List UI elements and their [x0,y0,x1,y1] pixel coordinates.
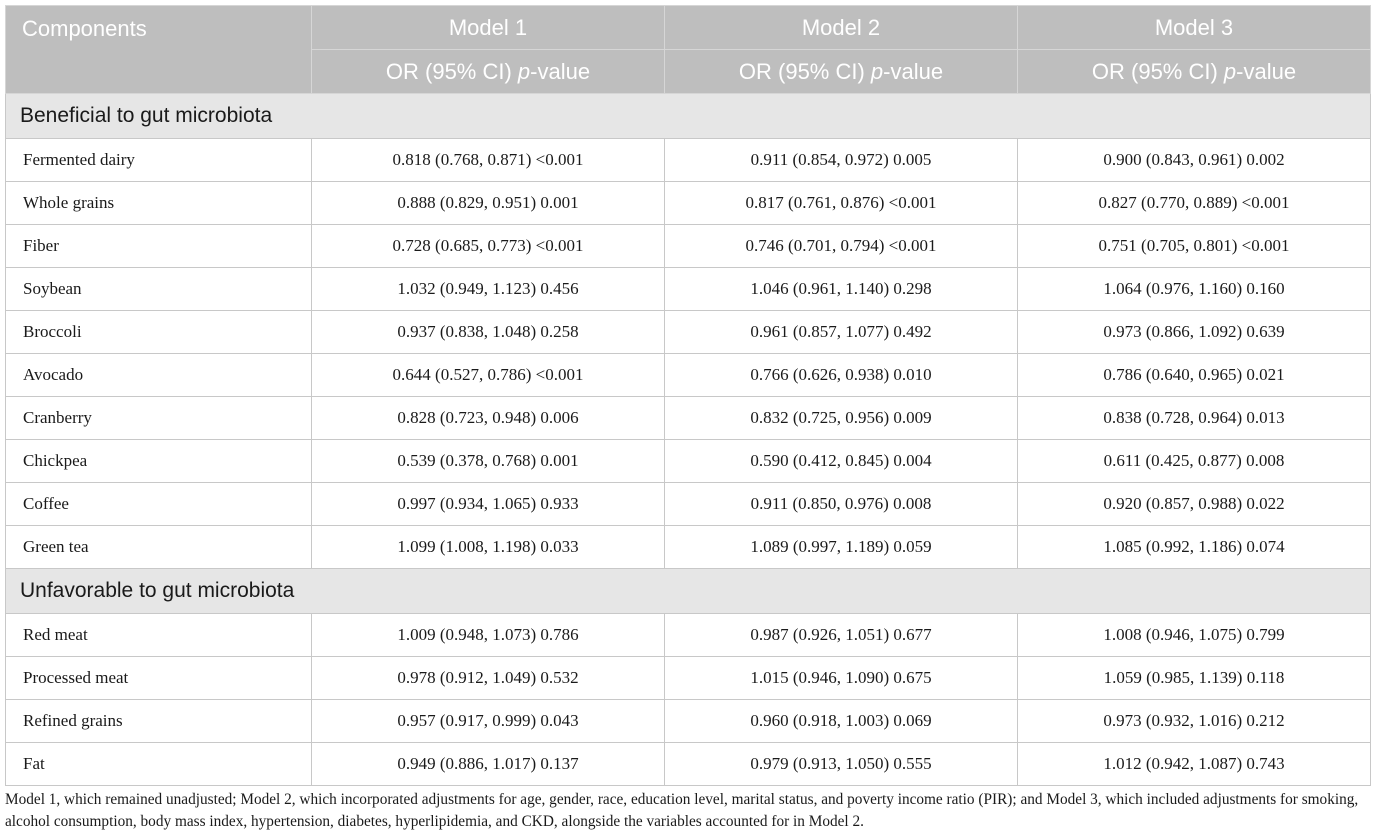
component-name: Cranberry [5,396,312,440]
component-name: Fiber [5,224,312,268]
model-3-value: 1.085 (0.992, 1.186) 0.074 [1017,525,1371,569]
model-2-value: 0.832 (0.725, 0.956) 0.009 [664,396,1018,440]
or-results-table: Components Model 1 Model 2 Model 3 OR (9… [5,5,1371,786]
stat-subheader: OR (95% CI) p-value [311,49,665,94]
model-2-value: 0.987 (0.926, 1.051) 0.677 [664,613,1018,657]
component-name: Processed meat [5,656,312,700]
model-2-value: 0.746 (0.701, 0.794) <0.001 [664,224,1018,268]
table-row: Coffee 0.997 (0.934, 1.065) 0.933 0.911 (0… [5,482,1371,526]
model-1-value: 0.539 (0.378, 0.768) 0.001 [311,439,665,483]
model-3-value: 0.751 (0.705, 0.801) <0.001 [1017,224,1371,268]
section-title: Unfavorable to gut microbiota [5,568,1371,614]
model-3-value: 0.973 (0.932, 1.016) 0.212 [1017,699,1371,743]
table-row: Whole grains 0.888 (0.829, 0.951) 0.001 0.… [5,181,1371,225]
components-header: Components [5,5,312,94]
model-3-value: 0.973 (0.866, 1.092) 0.639 [1017,310,1371,354]
model-1-value: 0.949 (0.886, 1.017) 0.137 [311,742,665,786]
stat-subheader: OR (95% CI) p-value [1017,49,1371,94]
table-row: Green tea 1.099 (1.008, 1.198) 0.033 1.089… [5,525,1371,569]
component-name: Chickpea [5,439,312,483]
model-2-value: 0.590 (0.412, 0.845) 0.004 [664,439,1018,483]
table-row: Chickpea 0.539 (0.378, 0.768) 0.001 0.590 … [5,439,1371,483]
component-name: Fermented dairy [5,138,312,182]
model-3-value: 1.059 (0.985, 1.139) 0.118 [1017,656,1371,700]
table-body: Beneficial to gut microbiota Fermented da… [5,93,1371,786]
model-1-value: 0.978 (0.912, 1.049) 0.532 [311,656,665,700]
model-3-value: 1.064 (0.976, 1.160) 0.160 [1017,267,1371,311]
model-2-value: 0.817 (0.761, 0.876) <0.001 [664,181,1018,225]
model-3-value: 0.900 (0.843, 0.961) 0.002 [1017,138,1371,182]
section-row: Unfavorable to gut microbiota [5,568,1371,614]
stat-subheader: OR (95% CI) p-value [664,49,1018,94]
table-row: Soybean 1.032 (0.949, 1.123) 0.456 1.046 (… [5,267,1371,311]
model-1-value: 1.009 (0.948, 1.073) 0.786 [311,613,665,657]
table-row: Fat 0.949 (0.886, 1.017) 0.137 0.979 (0.91… [5,742,1371,786]
model-3-value: 0.838 (0.728, 0.964) 0.013 [1017,396,1371,440]
model-3-value: 0.611 (0.425, 0.877) 0.008 [1017,439,1371,483]
table-row: Red meat 1.009 (0.948, 1.073) 0.786 0.987 … [5,613,1371,657]
model-3-value: 0.786 (0.640, 0.965) 0.021 [1017,353,1371,397]
model-3-value: 1.008 (0.946, 1.075) 0.799 [1017,613,1371,657]
component-name: Avocado [5,353,312,397]
component-name: Coffee [5,482,312,526]
model-2-value: 0.911 (0.854, 0.972) 0.005 [664,138,1018,182]
model-2-value: 0.911 (0.850, 0.976) 0.008 [664,482,1018,526]
table-row: Fermented dairy 0.818 (0.768, 0.871) <0.0… [5,138,1371,182]
table-row: Fiber 0.728 (0.685, 0.773) <0.001 0.746 (0… [5,224,1371,268]
component-name: Fat [5,742,312,786]
model-1-value: 0.828 (0.723, 0.948) 0.006 [311,396,665,440]
model-2-value: 0.979 (0.913, 1.050) 0.555 [664,742,1018,786]
component-name: Soybean [5,267,312,311]
table-header: Components Model 1 Model 2 Model 3 OR (9… [5,5,1371,94]
component-name: Red meat [5,613,312,657]
model-1-header: Model 1 [311,5,665,50]
component-name: Green tea [5,525,312,569]
model-2-value: 0.766 (0.626, 0.938) 0.010 [664,353,1018,397]
model-1-value: 1.099 (1.008, 1.198) 0.033 [311,525,665,569]
table-footnote: Model 1, which remained unadjusted; Mode… [5,791,1359,830]
model-3-value: 0.827 (0.770, 0.889) <0.001 [1017,181,1371,225]
section-row: Beneficial to gut microbiota [5,93,1371,139]
component-name: Whole grains [5,181,312,225]
model-1-value: 1.032 (0.949, 1.123) 0.456 [311,267,665,311]
model-3-value: 0.920 (0.857, 0.988) 0.022 [1017,482,1371,526]
model-1-value: 0.957 (0.917, 0.999) 0.043 [311,699,665,743]
model-2-value: 0.960 (0.918, 1.003) 0.069 [664,699,1018,743]
model-1-value: 0.997 (0.934, 1.065) 0.933 [311,482,665,526]
model-2-value: 0.961 (0.857, 1.077) 0.492 [664,310,1018,354]
model-2-header: Model 2 [664,5,1018,50]
table-row: Broccoli 0.937 (0.838, 1.048) 0.258 0.961 … [5,310,1371,354]
model-2-value: 1.089 (0.997, 1.189) 0.059 [664,525,1018,569]
model-1-value: 0.728 (0.685, 0.773) <0.001 [311,224,665,268]
section-title: Beneficial to gut microbiota [5,93,1371,139]
model-2-value: 1.046 (0.961, 1.140) 0.298 [664,267,1018,311]
component-name: Refined grains [5,699,312,743]
component-name: Broccoli [5,310,312,354]
model-3-header: Model 3 [1017,5,1371,50]
table-row: Avocado 0.644 (0.527, 0.786) <0.001 0.766 … [5,353,1371,397]
model-1-value: 0.818 (0.768, 0.871) <0.001 [311,138,665,182]
model-3-value: 1.012 (0.942, 1.087) 0.743 [1017,742,1371,786]
model-1-value: 0.644 (0.527, 0.786) <0.001 [311,353,665,397]
model-1-value: 0.937 (0.838, 1.048) 0.258 [311,310,665,354]
table-row: Cranberry 0.828 (0.723, 0.948) 0.006 0.832… [5,396,1371,440]
model-1-value: 0.888 (0.829, 0.951) 0.001 [311,181,665,225]
table-row: Refined grains 0.957 (0.917, 0.999) 0.043… [5,699,1371,743]
table-row: Processed meat 0.978 (0.912, 1.049) 0.532… [5,656,1371,700]
model-2-value: 1.015 (0.946, 1.090) 0.675 [664,656,1018,700]
